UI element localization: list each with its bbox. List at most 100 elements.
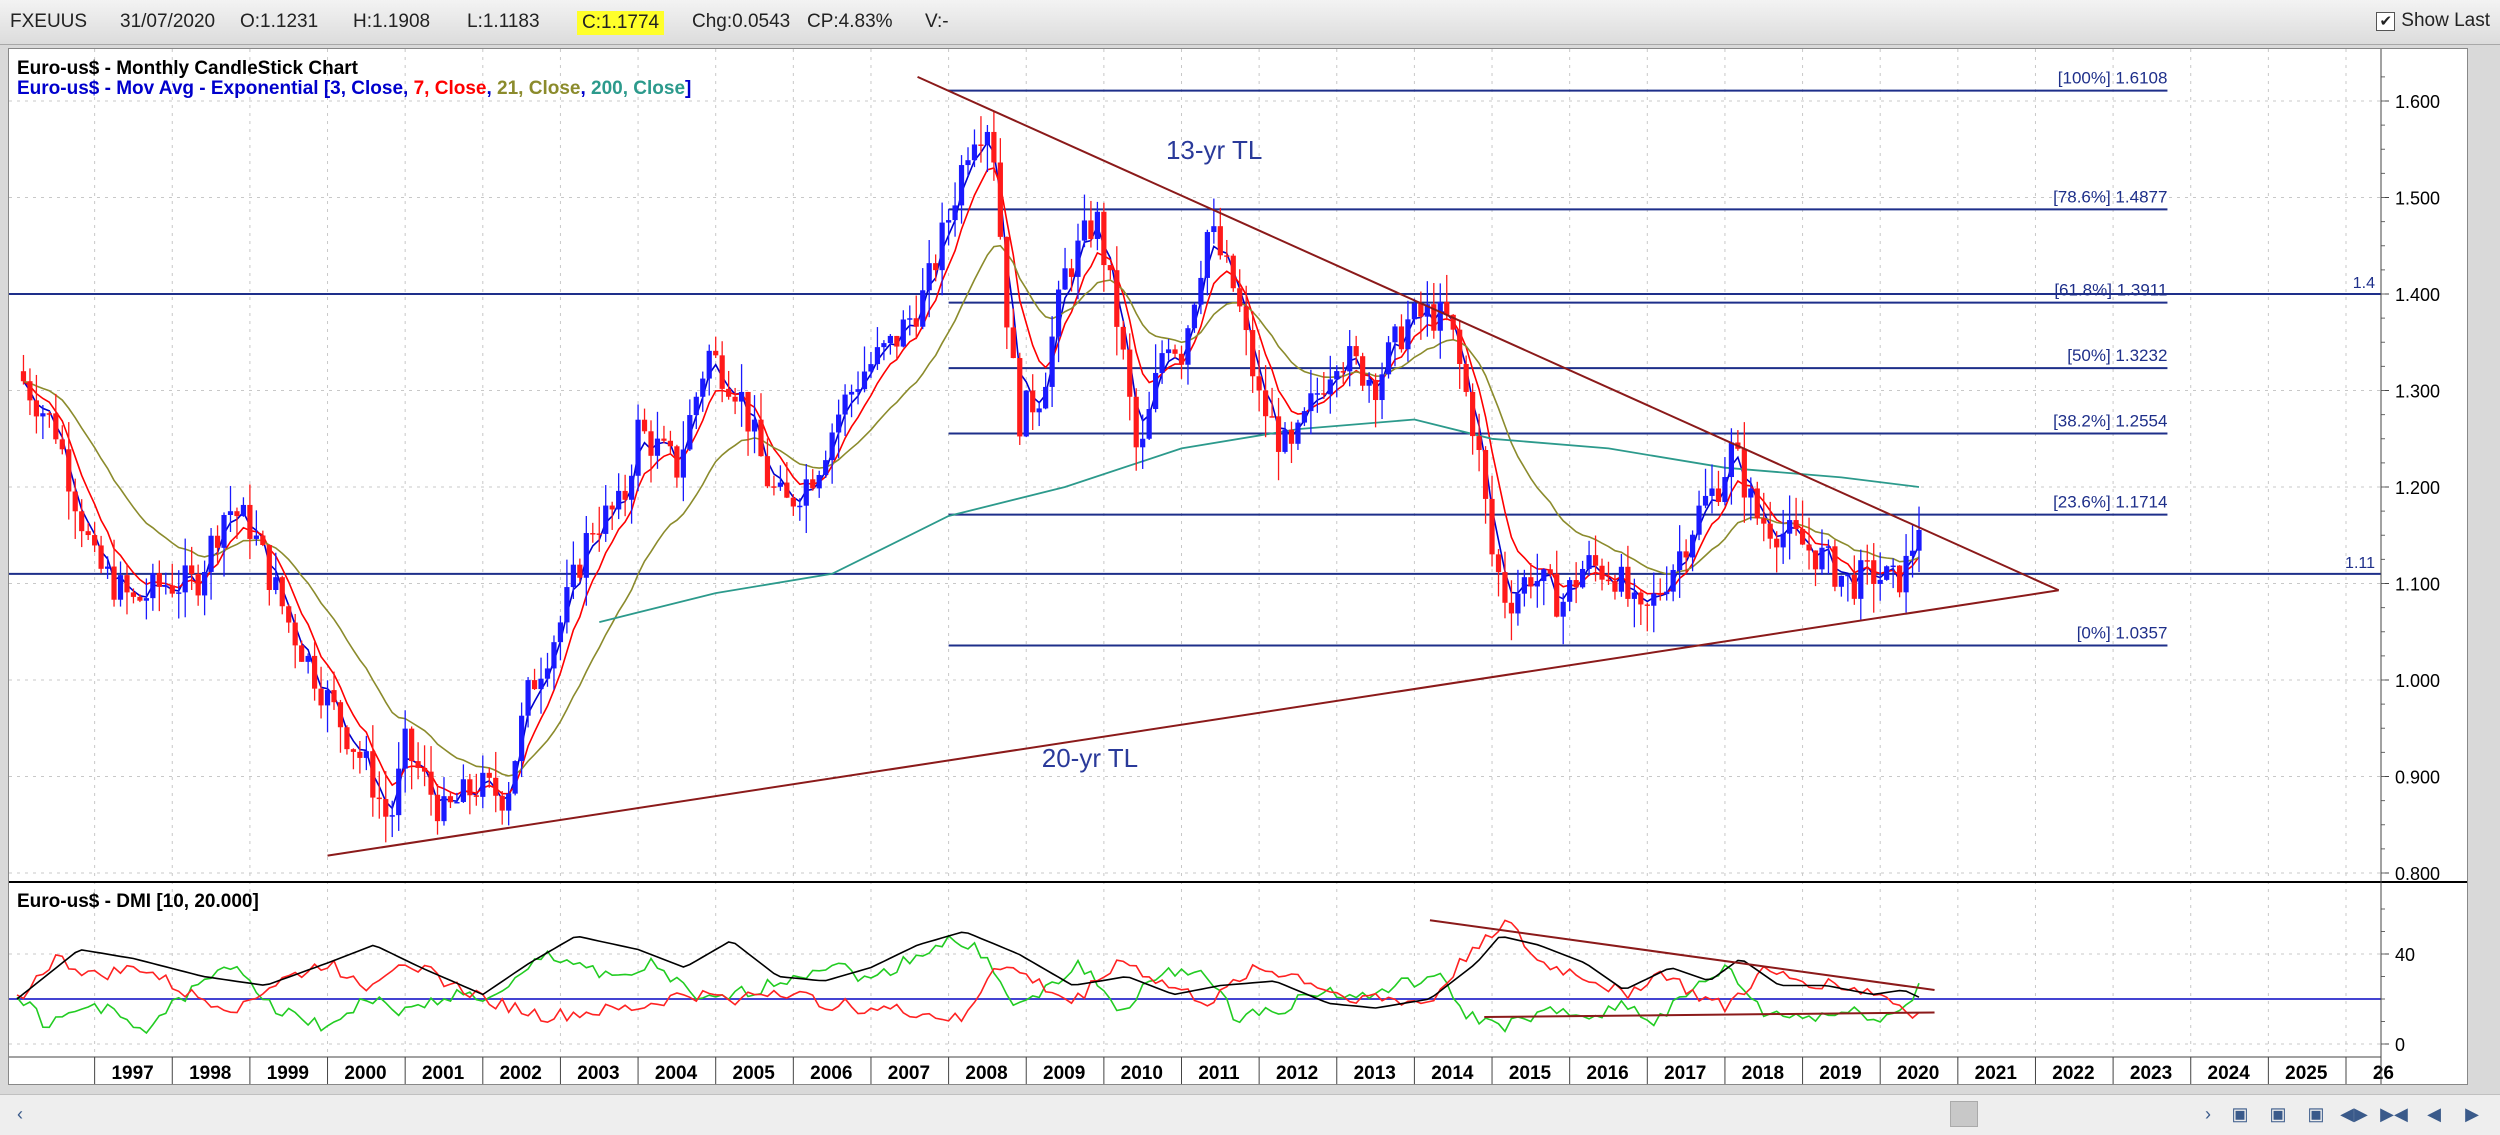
show-last-toggle[interactable]: ✔ Show Last — [2376, 10, 2490, 32]
candle-body — [1819, 547, 1825, 570]
candle-body — [667, 440, 674, 447]
candle-body — [829, 432, 835, 461]
candle-body — [842, 394, 848, 415]
x-tick-label: 1999 — [267, 1063, 309, 1084]
x-tick-label: 2011 — [1198, 1063, 1240, 1084]
candle-body — [583, 533, 589, 578]
candle-body — [661, 438, 667, 441]
candle-body — [357, 751, 363, 758]
x-tick-label: 2013 — [1354, 1063, 1396, 1084]
candle-body — [1411, 303, 1417, 320]
scroll-back-icon[interactable]: ◀ — [2427, 1103, 2441, 1124]
candle-body — [85, 531, 91, 536]
candle-body — [874, 347, 881, 365]
candle-body — [1055, 289, 1062, 337]
candle-body — [900, 319, 906, 347]
candle-body — [887, 335, 893, 344]
y-tick-label: 1.100 — [2395, 575, 2440, 595]
candle-body — [1586, 555, 1592, 569]
candle-body — [117, 575, 124, 600]
zoom-out-icon[interactable]: ▣ — [2269, 1103, 2287, 1124]
scroll-thumb[interactable] — [1950, 1101, 1978, 1127]
candle-body — [1741, 448, 1747, 498]
x-tick-label: 2010 — [1121, 1063, 1163, 1084]
legend-part: , — [486, 78, 497, 99]
candle-body — [1754, 488, 1760, 519]
candle-body — [1618, 566, 1625, 592]
x-tick-label: 2001 — [422, 1063, 465, 1084]
last-bar-icon[interactable]: ▶◀ — [2380, 1103, 2408, 1124]
dmi-trendline — [1429, 919, 1935, 991]
symbol-label: FXEUUS — [10, 11, 88, 32]
moving-average-legend: Euro-us$ - Mov Avg - Exponential [3, Clo… — [17, 78, 691, 99]
candle-body — [933, 263, 939, 271]
candle-body — [1269, 416, 1275, 418]
chart-canvas[interactable]: [100%] 1.6108 [78.6%] 1.4877 [61.8%] 1.391… — [9, 49, 2467, 1084]
candle-body — [1612, 580, 1618, 592]
candle-body — [1722, 477, 1728, 503]
first-bar-icon[interactable]: ◀▶ — [2340, 1103, 2368, 1124]
zoom-in-icon[interactable]: ▣ — [2231, 1103, 2249, 1124]
zoom-fit-icon[interactable]: ▣ — [2307, 1103, 2325, 1124]
candle-body — [1424, 304, 1430, 317]
candle-body — [1030, 390, 1036, 413]
candle-body — [273, 577, 279, 590]
candle-body — [926, 263, 932, 291]
candle-body — [1127, 349, 1133, 397]
candle-body — [1301, 411, 1308, 423]
candle-body — [1191, 304, 1198, 329]
candle-body — [1178, 353, 1185, 365]
x-tick-label: 2007 — [888, 1063, 930, 1084]
candle-body — [1230, 255, 1236, 289]
x-tick-label: 2016 — [1586, 1063, 1628, 1084]
candle-body — [700, 378, 706, 397]
candle-body — [176, 592, 182, 594]
candle-body — [318, 688, 324, 706]
candle-body — [1554, 573, 1560, 617]
candle-body — [978, 144, 984, 146]
candle-body — [1916, 530, 1922, 551]
x-tick-label: 2009 — [1043, 1063, 1085, 1084]
x-tick-label: 2004 — [655, 1063, 698, 1084]
candle-body — [1004, 236, 1010, 328]
candle-body — [868, 364, 874, 372]
x-tick-label: 2021 — [1975, 1063, 2018, 1084]
scroll-left-icon[interactable]: ‹ — [17, 1103, 23, 1124]
candle-body — [590, 533, 596, 535]
candle-body — [1101, 211, 1107, 266]
y-tick-label: 1.500 — [2395, 189, 2440, 209]
candle-body — [1657, 593, 1663, 595]
candle-body — [810, 479, 816, 489]
candle-body — [1715, 488, 1722, 503]
x-tick-label: 2023 — [2130, 1063, 2172, 1084]
x-tick-label: 2014 — [1431, 1063, 1474, 1084]
candle-body — [525, 680, 531, 716]
candle-body — [499, 795, 505, 811]
y-tick-label: 1.000 — [2395, 671, 2440, 691]
low-value: L:1.1183 — [467, 11, 540, 32]
candle-body — [1036, 408, 1042, 413]
candle-body — [1580, 568, 1586, 588]
volume-value: V:- — [925, 11, 949, 32]
ema-21-line — [23, 244, 1920, 777]
ema-7-line — [23, 167, 1920, 796]
x-tick-label: 2018 — [1742, 1063, 1784, 1084]
bar-date: 31/07/2020 — [120, 11, 216, 32]
scroll-forward-icon[interactable]: ▶ — [2465, 1103, 2479, 1124]
horizontal-scrollbar[interactable]: ‹ › ▣ ▣ ▣ ◀▶ ▶◀ ◀ ▶ — [0, 1094, 2500, 1135]
candle-body — [790, 497, 796, 507]
candle-body — [454, 801, 460, 804]
candle-body — [881, 343, 887, 348]
scroll-right-small-icon[interactable]: › — [2205, 1103, 2211, 1124]
candle-body — [1761, 518, 1767, 524]
candle-body — [1107, 265, 1113, 271]
candle-body — [1644, 604, 1650, 606]
candle-body — [156, 573, 162, 587]
candle-body — [1871, 560, 1877, 584]
candle-body — [1728, 442, 1735, 478]
candle-body — [1327, 379, 1333, 395]
close-value: C:1.1774 — [577, 11, 665, 35]
show-last-checkbox[interactable]: ✔ — [2376, 11, 2396, 31]
candle-body — [1198, 277, 1204, 305]
candle-body — [519, 715, 525, 762]
